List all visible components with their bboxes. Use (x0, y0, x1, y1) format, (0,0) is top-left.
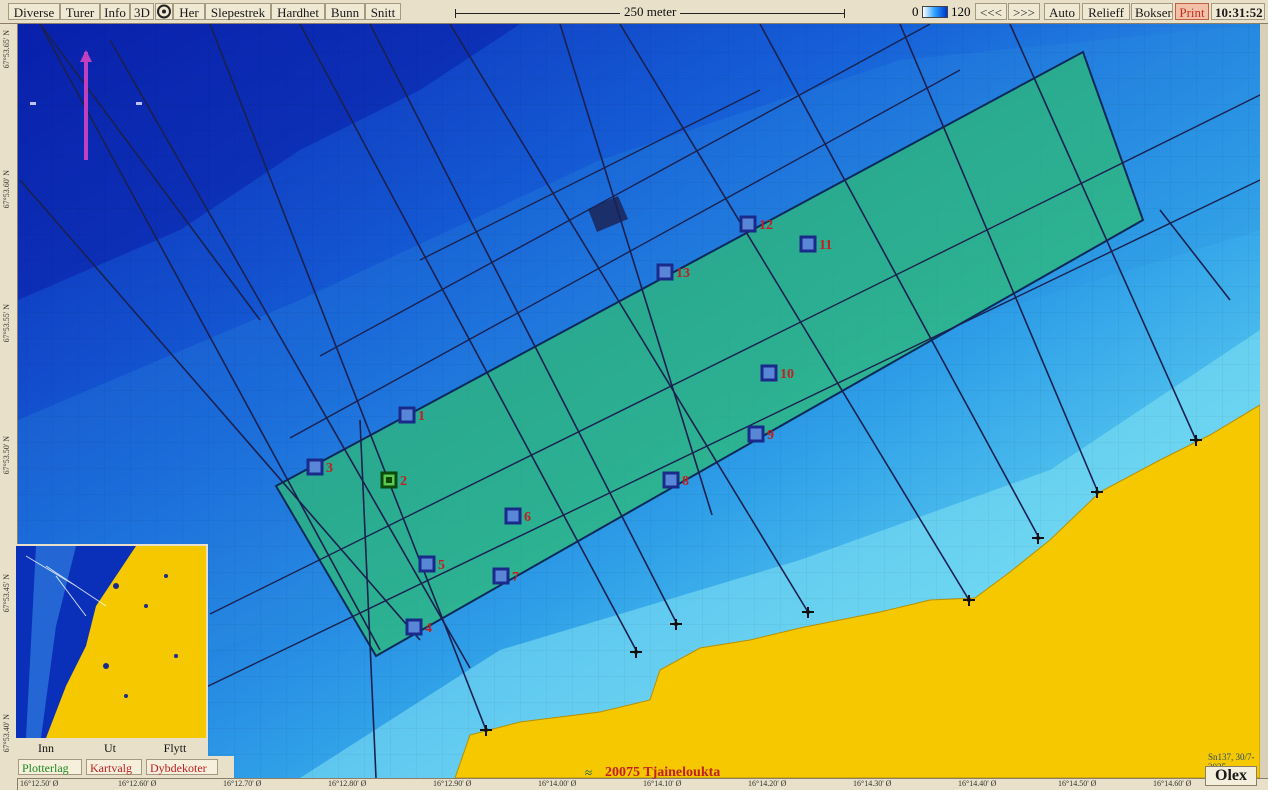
waypoint-label: 13 (676, 266, 690, 281)
waypoint-marker-12[interactable]: 12 (739, 215, 773, 233)
lat-label: 67°53.45' N (2, 574, 11, 613)
overview-map[interactable] (14, 544, 208, 740)
menu-3d[interactable]: 3D (130, 3, 154, 20)
relieff-button[interactable]: Relieff (1082, 3, 1130, 20)
lon-label: 16°14.00' Ø (538, 779, 577, 788)
waypoint-marker-8[interactable]: 8 (662, 471, 689, 489)
waypoint-label: 1 (418, 409, 425, 424)
menu-turer[interactable]: Turer (60, 3, 100, 20)
lon-label: 16°12.90' Ø (433, 779, 472, 788)
waypoint-label: 7 (512, 570, 519, 585)
waypoint-label: 3 (326, 461, 333, 476)
auto-button[interactable]: Auto (1044, 3, 1080, 20)
lat-label: 67°53.60' N (2, 170, 11, 209)
lat-label: 67°53.55' N (2, 304, 11, 343)
waypoint-label: 12 (759, 218, 773, 233)
move-button[interactable]: Flytt (163, 741, 187, 755)
waypoint-marker-11[interactable]: 11 (799, 235, 832, 253)
menu-info[interactable]: Info (100, 3, 130, 20)
depth-max-label: 120 (951, 4, 971, 19)
zoom-in-button[interactable]: Inn (38, 741, 54, 755)
kartvalg-button[interactable]: Kartvalg (86, 759, 142, 775)
lon-label: 16°12.70' Ø (223, 779, 262, 788)
waypoint-marker-5[interactable]: 5 (418, 555, 445, 573)
waypoint-label: 6 (524, 510, 531, 525)
waypoint-label: 9 (767, 428, 774, 443)
menu-bunn[interactable]: Bunn (325, 3, 365, 20)
lon-label: 16°12.80' Ø (328, 779, 367, 788)
waypoint-label: 11 (819, 238, 832, 253)
clock: 10:31:52 (1211, 3, 1265, 20)
latitude-ruler: 67°53.65' N 67°53.60' N 67°53.55' N 67°5… (0, 24, 18, 790)
lon-label: 16°14.30' Ø (853, 779, 892, 788)
waypoint-label: 4 (425, 621, 432, 636)
lon-label: 16°14.50' Ø (1058, 779, 1097, 788)
dybdekoter-button[interactable]: Dybdekoter (146, 759, 218, 775)
fishing-spot-icon: ≈ (585, 765, 593, 780)
waypoint-marker-10[interactable]: 10 (760, 364, 794, 382)
menu-her[interactable]: Her (173, 3, 205, 20)
overview-shallow (26, 546, 76, 738)
next-button[interactable]: >>> (1008, 3, 1040, 20)
top-toolbar: Diverse Turer Info 3D Her Slepestrek Har… (0, 0, 1268, 24)
waypoint-label: 8 (682, 474, 689, 489)
bokser-button[interactable]: Bokser (1131, 3, 1173, 20)
lon-label: 16°14.10' Ø (643, 779, 682, 788)
lat-label: 67°53.40' N (2, 714, 11, 753)
survey-area[interactable] (274, 50, 1145, 658)
waypoint-label: 5 (438, 558, 445, 573)
longitude-ruler: 16°12.50' Ø 16°12.60' Ø 16°12.70' Ø 16°1… (18, 778, 1268, 790)
tow-lines (19, 24, 1231, 778)
depth-min-label: 0 (912, 4, 919, 19)
cross-lines (199, 24, 1260, 691)
menu-hardhet[interactable]: Hardhet (271, 3, 325, 20)
lat-label: 67°53.50' N (2, 436, 11, 475)
print-button[interactable]: Print (1175, 3, 1209, 20)
lon-label: 16°12.60' Ø (118, 779, 157, 788)
zoom-out-button[interactable]: Ut (104, 741, 116, 755)
waypoint-marker-2[interactable]: 2 (380, 471, 407, 489)
place-name: 20075 Tjaineloukta (605, 765, 721, 780)
prev-button[interactable]: <<< (975, 3, 1007, 20)
north-arrow (30, 50, 142, 160)
menu-slepestrek[interactable]: Slepestrek (205, 3, 271, 20)
menu-snitt[interactable]: Snitt (365, 3, 401, 20)
waypoint-marker-3[interactable]: 3 (306, 458, 333, 476)
waypoint-label: 2 (400, 474, 407, 489)
layer-controls: Plotterlag Kartvalg Dybdekoter (14, 756, 234, 778)
lon-label: 16°12.50' Ø (20, 779, 59, 788)
waypoint-label: 10 (780, 367, 794, 382)
waypoint-marker-9[interactable]: 9 (747, 425, 774, 443)
waypoint-marker-1[interactable]: 1 (398, 406, 425, 424)
target-icon[interactable] (155, 3, 173, 20)
waypoint-marker-13[interactable]: 13 (656, 263, 690, 281)
depth-color-scale[interactable] (922, 6, 948, 18)
lon-label: 16°14.40' Ø (958, 779, 997, 788)
lat-label: 67°53.65' N (2, 30, 11, 69)
lon-label: 16°14.20' Ø (748, 779, 787, 788)
waypoint-marker-6[interactable]: 6 (504, 507, 531, 525)
scale-label: 250 meter (620, 4, 681, 20)
overview-controls: Inn Ut Flytt (14, 740, 208, 756)
waypoint-marker-4[interactable]: 4 (405, 618, 432, 636)
plotterlag-button[interactable]: Plotterlag (18, 759, 82, 775)
olex-logo[interactable]: Olex (1205, 766, 1257, 786)
waypoint-marker-7[interactable]: 7 (492, 567, 519, 585)
menu-diverse[interactable]: Diverse (8, 3, 60, 20)
lon-label: 16°14.60' Ø (1153, 779, 1192, 788)
